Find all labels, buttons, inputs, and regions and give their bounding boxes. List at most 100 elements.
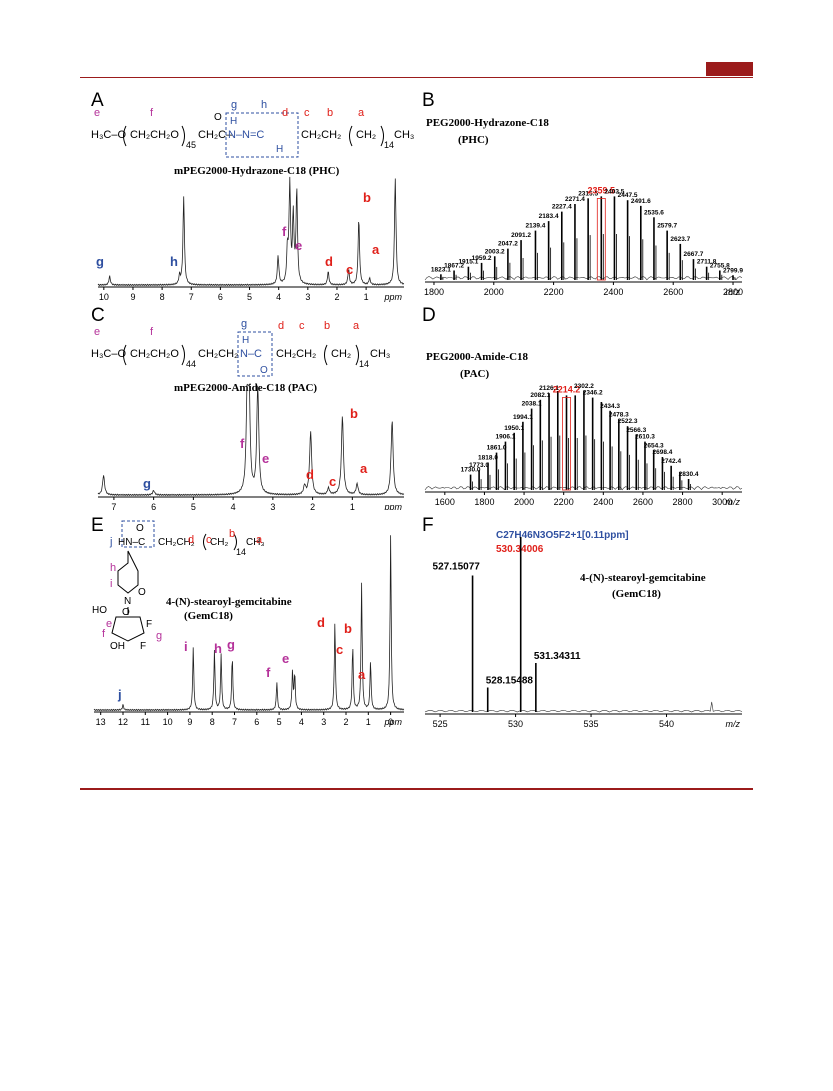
sugar-ring xyxy=(111,607,145,642)
peak-label: 2038.1 xyxy=(522,401,542,408)
formula-left: H₃C–O xyxy=(91,129,126,141)
tick-label: 2600 xyxy=(633,497,653,507)
peak-label: 1823.1 xyxy=(431,266,451,273)
axis-unit: ppm xyxy=(383,717,402,727)
formula-f1: F xyxy=(146,619,152,630)
peak-label: 531.34311 xyxy=(534,651,581,662)
formula-h-top: H xyxy=(230,116,237,127)
peak-label: 2003.2 xyxy=(485,248,505,255)
tick-label: 2200 xyxy=(554,497,574,507)
peak-g: g xyxy=(143,476,151,491)
tick-label: 2 xyxy=(310,502,315,510)
pos-a: a xyxy=(353,320,360,332)
peak-e: e xyxy=(282,651,289,666)
ms-title: 4-(N)-stearoyl-gemcitabine xyxy=(580,572,706,584)
formula-carbonyl-o: O xyxy=(260,365,268,376)
panel-e-figure: O HN–C CH₂CH₂ CH₂ 14 CH₃ O N O HO OH F F… xyxy=(92,520,405,727)
peak-label: 2667.7 xyxy=(684,251,704,258)
tick-label: 3 xyxy=(305,292,310,302)
peak-label: 2126.1 xyxy=(539,385,559,392)
peak-label: 2478.3 xyxy=(609,412,629,419)
peak-labels-c: f e g d c b a xyxy=(143,406,368,491)
peak-label: 2830.4 xyxy=(679,471,699,478)
peak-label: 2183.4 xyxy=(539,213,559,220)
peak-label: 2566.3 xyxy=(626,427,646,434)
ms-spectrum-f: 527.15077 528.15488 531.34311 xyxy=(424,537,743,713)
pos-b: b xyxy=(324,320,330,332)
tick-label: 530 xyxy=(508,719,523,729)
pos-g: g xyxy=(156,630,162,642)
peak-label: 2579.7 xyxy=(657,223,677,230)
peak-labels-e: j i h g f e d c b a xyxy=(117,615,366,702)
formula-ring-n: N xyxy=(124,596,131,607)
tick-label: 3 xyxy=(321,717,326,727)
tick-label: 6 xyxy=(151,502,156,510)
tick-label: 1800 xyxy=(474,497,494,507)
tick-label: 2800 xyxy=(673,497,693,507)
peak-g: g xyxy=(227,637,235,652)
peak-h: h xyxy=(214,641,222,656)
panel-letter: D xyxy=(422,305,436,326)
panel-f: F C27H46N3O5F2+1[0.11ppm] 530.34006 4-(N… xyxy=(420,515,753,745)
tick-label: 4 xyxy=(276,292,281,302)
formula-chain: CH₂CH₂ xyxy=(276,348,316,360)
formula-left: H₃C–O xyxy=(91,348,126,360)
bracket-open xyxy=(123,344,127,366)
ms-title: PEG2000-Amide-C18 xyxy=(426,351,529,363)
tick-label: 525 xyxy=(433,719,448,729)
tick-label: 1 xyxy=(350,502,355,510)
nmr-trace xyxy=(97,383,405,497)
ms-abbr: (PHC) xyxy=(458,134,489,146)
position-labels-c: e f g d c b a xyxy=(94,318,360,338)
tick-label: 1600 xyxy=(435,497,455,507)
peak-label: 2610.3 xyxy=(635,434,655,441)
compound-title: 4-(N)-stearoyl-gemcitabine xyxy=(166,596,292,608)
nmr-trace xyxy=(97,176,405,287)
peak-j: j xyxy=(117,687,122,702)
peak-label: 2271.4 xyxy=(565,196,585,203)
pos-f: f xyxy=(150,107,154,119)
nmr-spectrum-e xyxy=(93,535,405,712)
tick-label: 5 xyxy=(191,502,196,510)
peak-label: 2227.4 xyxy=(552,204,572,211)
tick-label: 6 xyxy=(254,717,259,727)
peak-labels-a: g h f e d c b a xyxy=(96,190,380,277)
tick-label: 3 xyxy=(270,502,275,510)
tick-label: 7 xyxy=(189,292,194,302)
peak-label: 1773.0 xyxy=(469,462,489,469)
tick-label: 4 xyxy=(231,502,236,510)
peak-b: b xyxy=(363,190,371,205)
peak-label: 2755.8 xyxy=(710,263,730,270)
peak-label: 1959.2 xyxy=(472,255,492,262)
tick-label: 3000 xyxy=(712,497,732,507)
axis-unit: m/z xyxy=(726,719,741,729)
peak-b: b xyxy=(350,406,358,421)
peak-label: 2711.8 xyxy=(697,259,717,266)
panel-e: E O HN–C CH₂CH₂ CH₂ 14 CH₃ O N O HO OH F… xyxy=(86,515,416,745)
panel-c: C H₃C–O CH₂CH₂O 44 CH₂CH₂ H N–C O CH₂CH₂… xyxy=(86,305,416,510)
formula-line: C27H46N3O5F2+1[0.11ppm] xyxy=(496,530,629,541)
pyrimidine-ring xyxy=(117,550,139,594)
formula-end: CH₃ xyxy=(246,537,265,548)
peak-h: h xyxy=(170,254,178,269)
header-accent-tab xyxy=(706,62,753,76)
peak-a: a xyxy=(372,242,380,257)
tick-label: 2800 xyxy=(723,287,743,297)
formula-repeat-2: CH₂ xyxy=(356,129,376,141)
tick-label: 2 xyxy=(334,292,339,302)
peak-d: d xyxy=(325,254,333,269)
dashed-amide-box xyxy=(237,331,273,377)
formula-end: CH₃ xyxy=(394,129,414,141)
pos-f: f xyxy=(102,628,106,640)
peak-label: 2091.2 xyxy=(511,232,531,239)
tick-label: 8 xyxy=(160,292,165,302)
dashed-amide-box xyxy=(121,520,155,548)
pos-d: d xyxy=(282,107,288,119)
pos-f: f xyxy=(150,326,154,338)
pos-c: c xyxy=(299,320,305,332)
peak-c: c xyxy=(346,262,353,277)
peak-label: 2447.5 xyxy=(618,192,638,199)
